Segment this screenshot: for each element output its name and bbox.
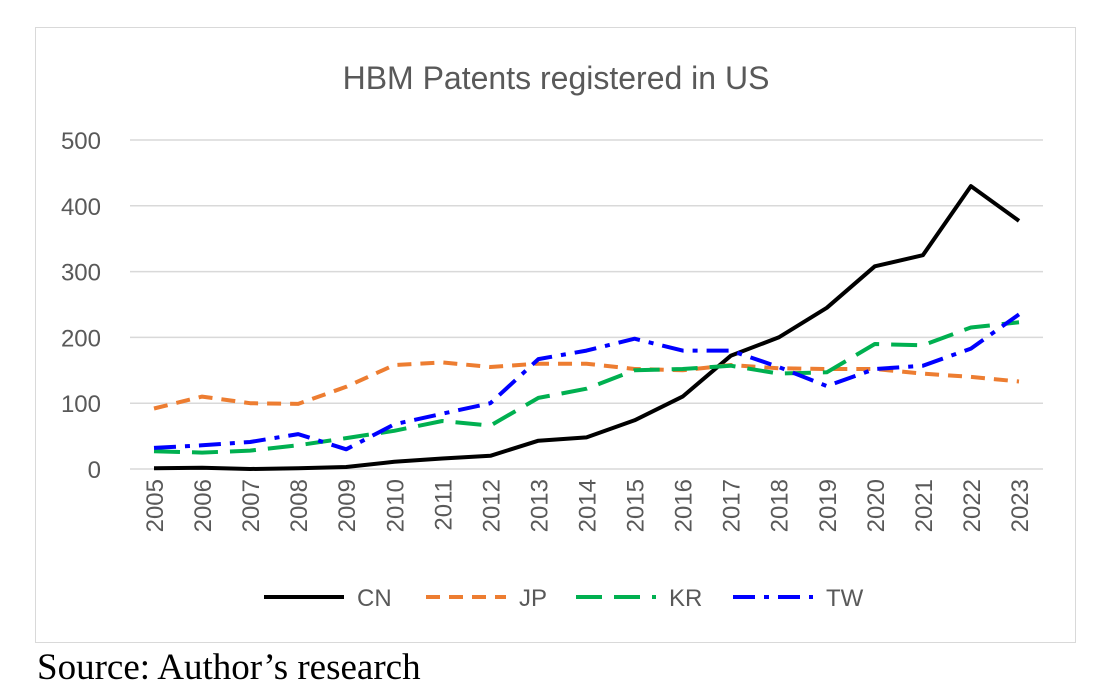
source-caption: Source: Author’s research bbox=[37, 647, 421, 688]
x-tick-label: 2008 bbox=[286, 479, 313, 532]
x-tick-label: 2007 bbox=[238, 479, 265, 532]
y-tick-label: 300 bbox=[61, 260, 101, 287]
x-tick-label: 2005 bbox=[142, 479, 169, 532]
y-axis-ticks: 0 100 200 300 400 500 bbox=[61, 128, 101, 484]
x-tick-label: 2010 bbox=[382, 479, 409, 532]
legend-label-cn: CN bbox=[357, 585, 392, 612]
x-tick-label: 2020 bbox=[863, 479, 890, 532]
series-line-kr bbox=[153, 320, 1020, 455]
x-tick-label: 2022 bbox=[959, 479, 986, 532]
y-tick-label: 100 bbox=[61, 391, 101, 418]
series-lines bbox=[153, 184, 1021, 471]
x-tick-label: 2011 bbox=[430, 479, 457, 531]
series-line-tw bbox=[153, 312, 1021, 452]
y-tick-label: 500 bbox=[61, 128, 101, 155]
x-tick-label: 2023 bbox=[1007, 479, 1034, 532]
x-tick-label: 2013 bbox=[526, 479, 553, 532]
x-tick-label: 2015 bbox=[623, 479, 650, 532]
x-tick-label: 2012 bbox=[478, 479, 505, 532]
chart-frame bbox=[35, 27, 1076, 643]
x-tick-label: 2006 bbox=[190, 479, 217, 532]
x-tick-label: 2018 bbox=[767, 479, 794, 532]
x-tick-label: 2017 bbox=[719, 479, 746, 532]
x-tick-label: 2021 bbox=[911, 479, 938, 532]
y-tick-label: 400 bbox=[61, 194, 101, 221]
series-line-cn bbox=[153, 184, 1021, 471]
gridlines bbox=[130, 139, 1043, 470]
x-tick-label: 2009 bbox=[334, 479, 361, 532]
y-tick-label: 200 bbox=[61, 325, 101, 352]
x-tick-label: 2014 bbox=[575, 479, 602, 532]
x-axis-ticks: 2005 2006 2007 2008 2009 2010 2011 2012 2013 2014… bbox=[142, 479, 1034, 532]
y-tick-label: 0 bbox=[88, 457, 101, 484]
legend-label-tw: TW bbox=[826, 585, 864, 612]
legend-label-kr: KR bbox=[669, 585, 702, 612]
legend-label-jp: JP bbox=[519, 585, 547, 612]
legend: CN JP KR TW bbox=[264, 585, 864, 612]
x-tick-label: 2019 bbox=[815, 479, 842, 532]
series-line-jp bbox=[153, 360, 1020, 411]
x-tick-label: 2016 bbox=[671, 479, 698, 532]
chart-title: HBM Patents registered in US bbox=[343, 60, 770, 96]
